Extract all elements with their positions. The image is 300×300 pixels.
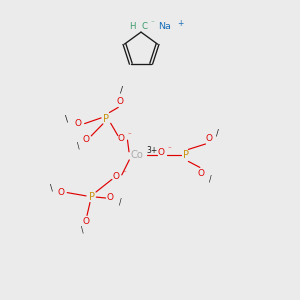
Text: H: H — [129, 22, 135, 31]
Text: \: \ — [50, 184, 52, 193]
Text: /: / — [120, 85, 123, 94]
Text: Na: Na — [159, 22, 171, 31]
Text: O: O — [107, 193, 114, 202]
Text: C: C — [141, 22, 147, 31]
Text: O: O — [118, 134, 125, 143]
Text: /: / — [216, 129, 219, 138]
Text: P: P — [103, 113, 109, 124]
Text: +: + — [177, 19, 184, 28]
Text: O: O — [197, 169, 205, 178]
Text: \: \ — [65, 115, 68, 124]
Text: ⁻: ⁻ — [167, 146, 171, 152]
Text: O: O — [116, 97, 124, 106]
Text: ⁻: ⁻ — [123, 170, 126, 176]
Text: O: O — [83, 135, 90, 144]
Text: ⁻: ⁻ — [151, 20, 154, 26]
Text: \: \ — [82, 226, 84, 235]
Text: O: O — [157, 148, 164, 157]
Text: O: O — [74, 119, 82, 128]
Text: P: P — [88, 191, 94, 202]
Text: /: / — [119, 197, 121, 206]
Text: O: O — [83, 217, 90, 226]
Text: Co: Co — [130, 150, 143, 161]
Text: \: \ — [77, 142, 79, 151]
Text: P: P — [183, 150, 189, 161]
Text: O: O — [113, 172, 120, 181]
Text: /: / — [209, 175, 211, 184]
Text: 3+: 3+ — [146, 146, 158, 155]
Text: O: O — [57, 188, 64, 197]
Text: O: O — [205, 134, 212, 143]
Text: ⁻: ⁻ — [128, 133, 131, 139]
